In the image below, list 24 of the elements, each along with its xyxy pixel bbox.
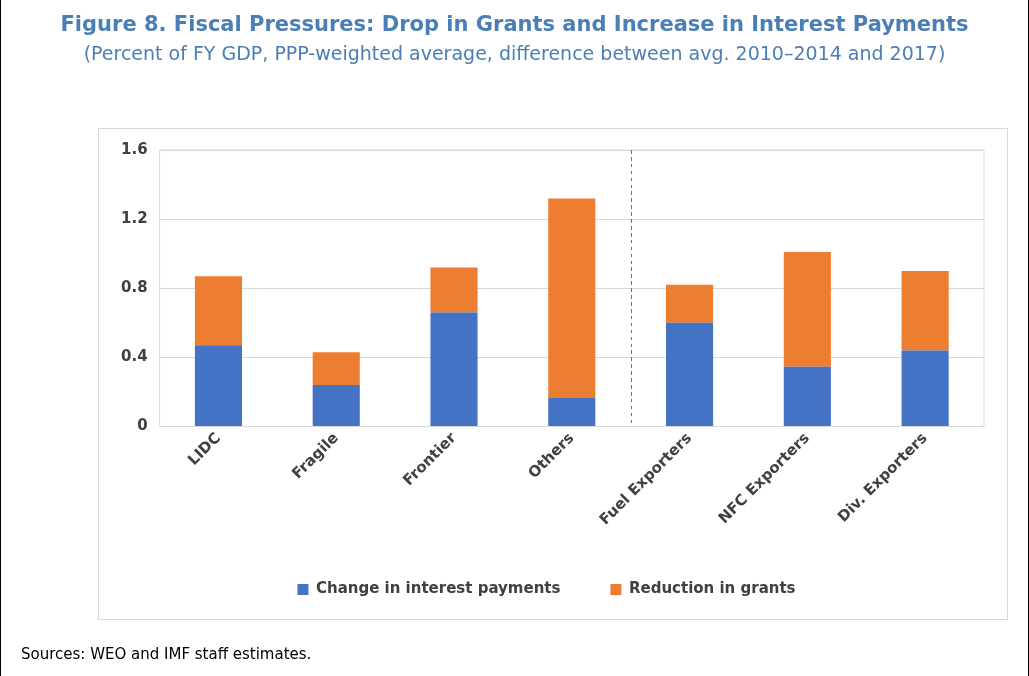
- legend-label: Change in interest payments: [315, 579, 561, 598]
- y-tick-label: 1.6: [120, 139, 148, 158]
- y-tick-label: 1.2: [120, 209, 148, 228]
- bar: [548, 198, 596, 398]
- bar: [666, 284, 714, 323]
- bar: [901, 350, 949, 426]
- y-tick-label: 0.8: [120, 278, 148, 297]
- y-tick-label: 0.4: [120, 347, 148, 366]
- bar: [783, 366, 831, 426]
- bar: [194, 345, 243, 426]
- legend-label: Reduction in grants: [628, 579, 796, 598]
- bar: [666, 322, 714, 426]
- chart-subtitle: (Percent of FY GDP, PPP-weighted average, difference between avg. 2010–2014 and 2017): [82, 42, 947, 64]
- bar: [430, 267, 478, 313]
- source-note: Sources: WEO and IMF staff estimates.: [21, 645, 312, 663]
- bar: [783, 251, 831, 367]
- chart-title: Figure 8. Fiscal Pressures: Drop in Grants and Increase in Interest Payments: [59, 12, 970, 36]
- bar: [312, 385, 360, 426]
- bar: [312, 352, 360, 386]
- bar: [548, 397, 596, 426]
- y-tick-label: 0: [137, 416, 148, 435]
- bar: [901, 270, 949, 351]
- bar: [194, 276, 243, 346]
- bar: [430, 312, 478, 426]
